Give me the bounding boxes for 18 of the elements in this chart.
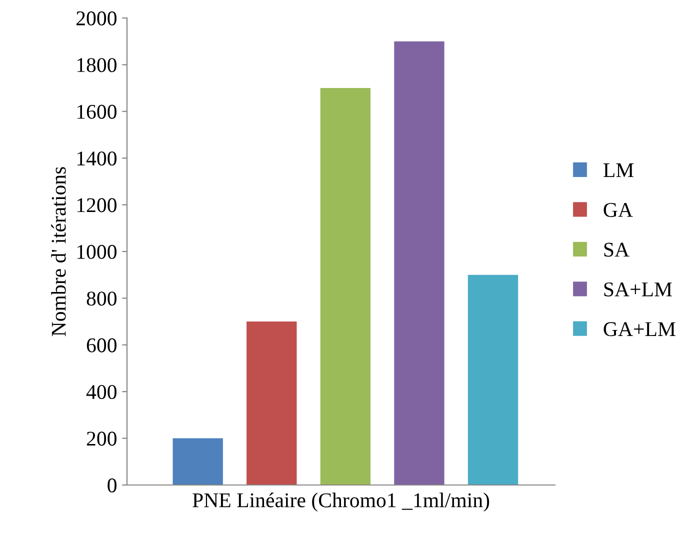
y-tick-label: 1600 [77,104,116,119]
y-tick-label: 2000 [76,11,116,26]
y-tick-label: 1000 [77,244,116,259]
y-tick-label: 800 [86,292,116,306]
legend-label: LM [604,163,634,178]
legend-label: GA [604,202,633,217]
y-axis-title: Nombre d' itérations [51,167,66,336]
y-tick-label: 400 [86,384,116,400]
y-tick-label: 1200 [77,198,116,212]
legend-label: SA+LM [604,282,672,296]
y-tick-label: 1400 [77,151,116,166]
y-tick-label: 600 [86,338,116,352]
legend-label: GA+LM [604,322,676,336]
y-tick-label: 1800 [77,58,116,72]
y-tick-label: 0 [108,478,116,492]
x-axis-title: PNE Linéaire (Chromo1 _1ml/min) [192,492,490,512]
legend-label: SA [604,242,630,257]
y-tick-label: 200 [86,432,116,446]
